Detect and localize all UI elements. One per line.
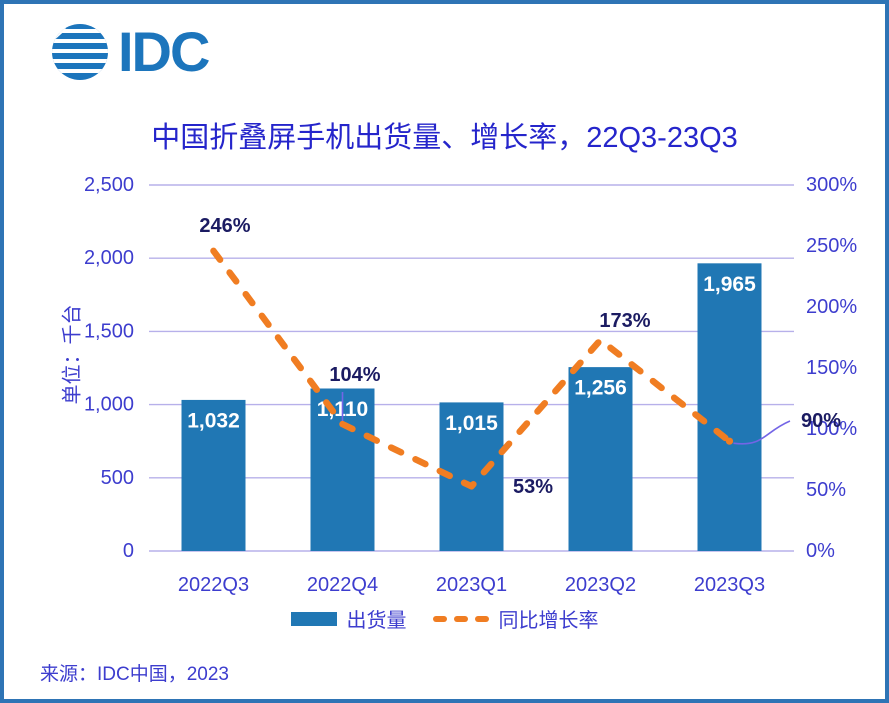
source-note: 来源：IDC中国，2023: [40, 664, 229, 685]
growth-value-label: 104%: [329, 364, 380, 386]
label-leader-line: [733, 420, 791, 445]
x-axis-label: 2023Q1: [436, 574, 507, 596]
growth-value-label: 90%: [801, 410, 841, 432]
combo-chart-plot: 0 500 1,000 1,500 2,000 2,500 0% 50% 100% 150% 200…: [84, 174, 857, 596]
growth-value-label: 246%: [199, 215, 250, 237]
growth-line: [210, 247, 733, 490]
idc-logo: IDC: [50, 20, 210, 83]
left-axis-tick-label: 1,000: [84, 394, 134, 416]
bar: [439, 402, 504, 551]
legend-label-shipments: 出货量: [346, 610, 407, 632]
bar: [181, 399, 246, 551]
bar-series-swatch: [290, 611, 337, 626]
bar: [697, 263, 762, 551]
right-axis-tick-label: 200%: [806, 296, 857, 318]
bar-value-label: 1,110: [317, 398, 368, 421]
x-axis-label: 2022Q4: [307, 574, 378, 596]
x-axis-label: 2023Q2: [565, 574, 636, 596]
x-axis-label: 2022Q3: [178, 574, 249, 596]
legend-item-shipments: 出货量: [290, 604, 407, 633]
chart-legend: 出货量 同比增长率: [4, 604, 885, 633]
left-axis-tick-label: 2,500: [84, 174, 134, 196]
right-axis-tick-label: 0%: [806, 540, 835, 562]
right-axis-tick-label: 100%: [806, 418, 857, 440]
chart-title: 中国折叠屏手机出货量、增长率，22Q3-23Q3: [151, 122, 738, 154]
bar-value-label: 1,032: [187, 409, 240, 432]
x-axis-label: 2023Q3: [694, 574, 765, 596]
left-axis-tick-label: 0: [123, 540, 134, 562]
legend-label-growth: 同比增长率: [498, 610, 599, 632]
growth-line-endpoint: [725, 437, 734, 445]
left-axis-tick-label: 2,000: [84, 247, 134, 269]
idc-globe-icon: [52, 24, 108, 80]
right-axis-tick-label: 250%: [806, 235, 857, 257]
left-axis-tick-label: 500: [101, 467, 134, 489]
left-axis-unit-label: 单位：千台: [61, 304, 84, 405]
bar: [310, 388, 375, 551]
idc-logo-text: IDC: [118, 20, 210, 83]
right-axis-tick-label: 300%: [806, 174, 857, 196]
bar-value-label: 1,015: [445, 412, 498, 435]
bar-value-label: 1,256: [574, 377, 627, 400]
growth-value-label: 53%: [513, 476, 553, 498]
left-axis-tick-label: 1,500: [84, 320, 134, 342]
right-axis-tick-label: 50%: [806, 479, 846, 501]
bar: [568, 367, 633, 551]
growth-value-label: 173%: [599, 310, 650, 332]
legend-item-growth: 同比增长率: [432, 604, 599, 633]
bar-value-label: 1,965: [703, 273, 756, 296]
dashed-line-swatch: [432, 615, 489, 622]
right-axis-tick-label: 150%: [806, 357, 857, 379]
